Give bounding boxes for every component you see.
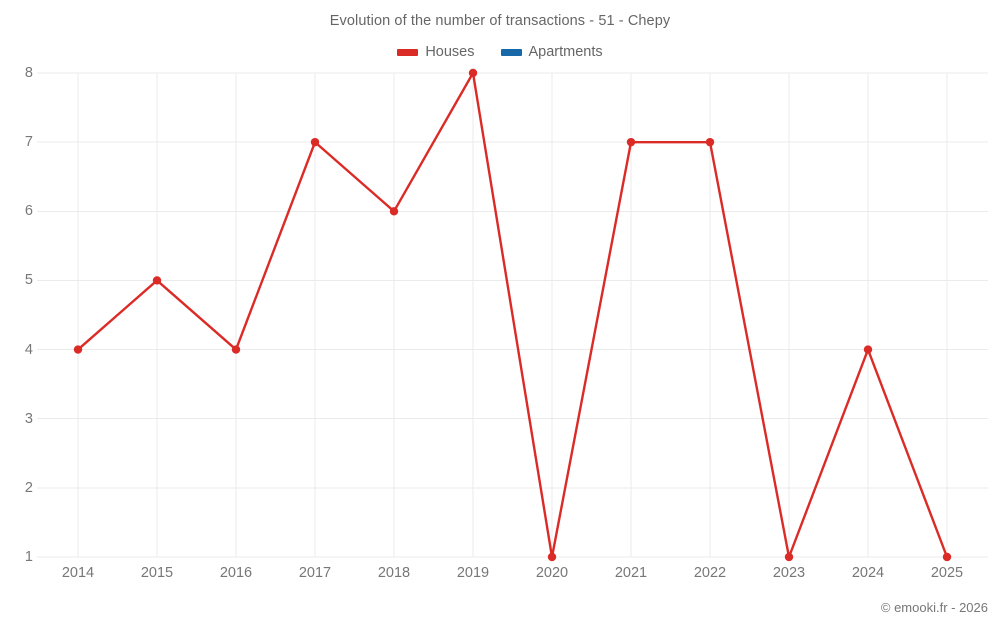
x-axis-tick-label: 2022 [693,565,727,581]
y-axis-tick-label: 1 [24,549,33,565]
data-point-marker[interactable] [942,552,952,562]
y-axis-tick-label: 5 [24,272,33,289]
legend-item-houses[interactable]: Houses [397,44,475,60]
legend-item-apartments[interactable]: Apartments [500,44,603,60]
data-point-marker[interactable] [547,552,557,562]
data-point-marker[interactable] [73,345,83,354]
x-axis-tick-label: 2015 [140,565,174,581]
page-title: Evolution of the number of transactions … [329,13,671,29]
legend-swatch-icon [500,48,522,56]
legend-swatch-icon [397,48,419,56]
data-point-marker[interactable] [468,68,478,78]
data-point-marker[interactable] [389,207,399,216]
x-axis-tick-label: 2018 [377,565,411,581]
footer-credit: © emooki.fr - 2026 [880,600,988,615]
y-axis-tick-label: 4 [24,341,33,358]
plot-svg [37,68,988,562]
x-axis-tick-label: 2014 [61,565,95,581]
legend-item-label: Apartments [528,44,603,60]
x-axis-tick-label: 2016 [219,565,253,581]
data-point-marker[interactable] [231,345,241,354]
x-axis-tick-labels: 2014 2015 2016 2017 2018 2019 2020 2021 2022 2023… [37,565,988,587]
chart-legend: Houses Apartments [0,45,1000,60]
series-markers [73,68,952,562]
series-line [76,71,949,559]
data-point-marker[interactable] [784,552,794,562]
x-axis-tick-label: 2017 [298,565,332,581]
data-point-marker[interactable] [863,345,873,354]
legend-item-label: Houses [425,44,475,60]
y-axis-tick-label: 8 [24,65,33,81]
y-axis-tick-label: 3 [24,410,33,427]
data-point-marker[interactable] [310,137,320,147]
x-axis-tick-label: 2020 [535,565,569,581]
y-axis-tick-label: 2 [24,479,33,496]
vertical-gridlines [77,73,948,557]
x-axis-tick-label: 2025 [930,565,964,581]
plot-area [37,68,988,562]
x-axis-tick-label: 2023 [772,565,806,581]
series-lines [76,71,949,559]
data-point-marker[interactable] [626,137,636,147]
y-axis-tick-labels: 1 2 3 4 5 6 7 8 [0,65,33,565]
x-axis-tick-label: 2024 [851,565,885,581]
y-axis-tick-label: 7 [24,134,33,151]
horizontal-gridlines [37,72,988,558]
data-point-marker[interactable] [152,276,162,285]
x-axis-tick-label: 2021 [614,565,648,581]
x-axis-tick-label: 2019 [456,565,490,581]
data-point-marker[interactable] [705,137,715,147]
y-axis-tick-label: 6 [24,203,33,220]
